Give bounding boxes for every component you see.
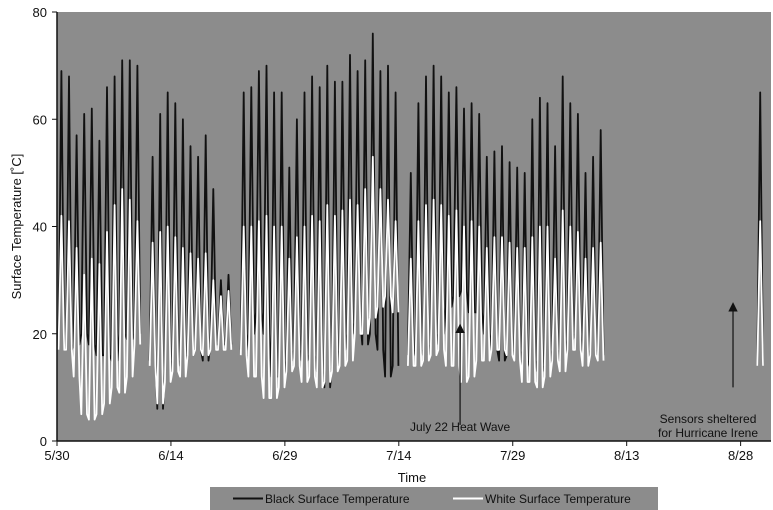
legend: Black Surface Temperature White Surface T… [210, 487, 658, 510]
y-axis-title: Surface Temperature [˚C] [9, 154, 24, 300]
legend-box [210, 487, 658, 510]
legend-label: Black Surface Temperature [265, 492, 410, 506]
y-tick-label: 40 [33, 220, 47, 235]
x-tick-label: 7/29 [500, 448, 525, 463]
y-tick-label: 60 [33, 112, 47, 127]
annotation-text: for Hurricane Irene [658, 426, 758, 440]
y-tick-label: 20 [33, 327, 47, 342]
series-black-surface-line [57, 32, 764, 410]
axes-layer: 0 20 40 60 80 5/30 6/14 6/29 7/14 7/29 8/13 8/28 Tim… [9, 5, 771, 485]
x-tick-label: 7/14 [386, 448, 411, 463]
annotation-text: July 22 Heat Wave [410, 420, 511, 434]
y-tick-label: 80 [33, 5, 47, 20]
x-tick-label: 6/29 [272, 448, 297, 463]
legend-label: White Surface Temperature [485, 492, 631, 506]
x-tick-label: 8/28 [728, 448, 753, 463]
series-white-surface-line [57, 155, 764, 421]
x-tick-label: 6/14 [158, 448, 183, 463]
x-axis-title: Time [398, 470, 426, 485]
x-tick-label: 8/13 [614, 448, 639, 463]
series-layer [57, 32, 764, 421]
x-tick-label: 5/30 [44, 448, 69, 463]
y-tick-label: 0 [40, 434, 47, 449]
annotation-text: Sensors sheltered [660, 412, 757, 426]
